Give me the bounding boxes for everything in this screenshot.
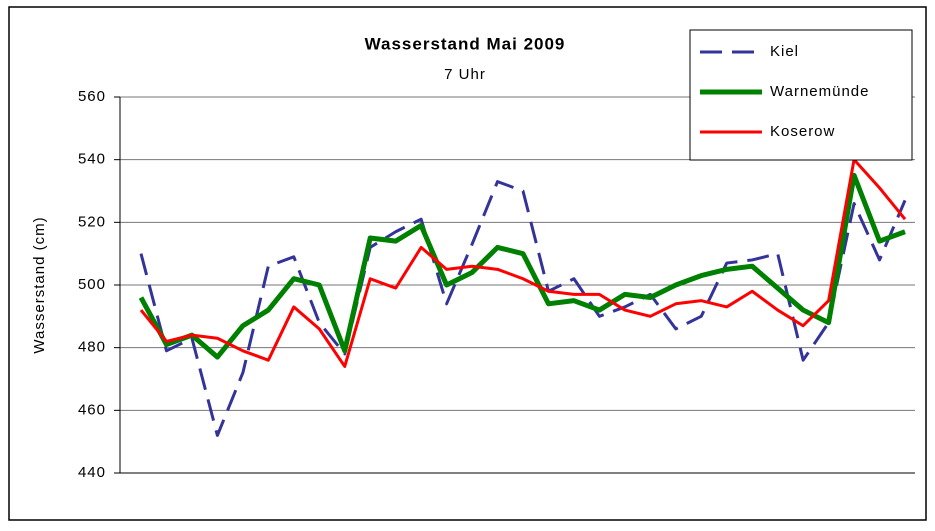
- series-line: [139, 158, 907, 368]
- y-tick-label: 480: [78, 339, 106, 356]
- legend-label: Warnemünde: [770, 83, 870, 100]
- series-line: [138, 172, 906, 360]
- y-tick-label: 520: [78, 213, 106, 230]
- legend-label: Koserow: [770, 123, 835, 140]
- y-tick-label: 460: [78, 401, 106, 418]
- legend-label: Kiel: [770, 43, 799, 60]
- y-axis-label: Wasserstand (cm): [31, 216, 48, 353]
- chart-subtitle: 7 Uhr: [444, 66, 486, 83]
- chart-title: Wasserstand Mai 2009: [365, 34, 566, 53]
- y-tick-label: 500: [78, 276, 106, 293]
- series-line: [139, 180, 907, 437]
- y-tick-label: 440: [78, 464, 106, 481]
- y-tick-label: 540: [78, 151, 106, 168]
- y-tick-label: 560: [78, 88, 106, 105]
- legend-box: [689, 29, 913, 161]
